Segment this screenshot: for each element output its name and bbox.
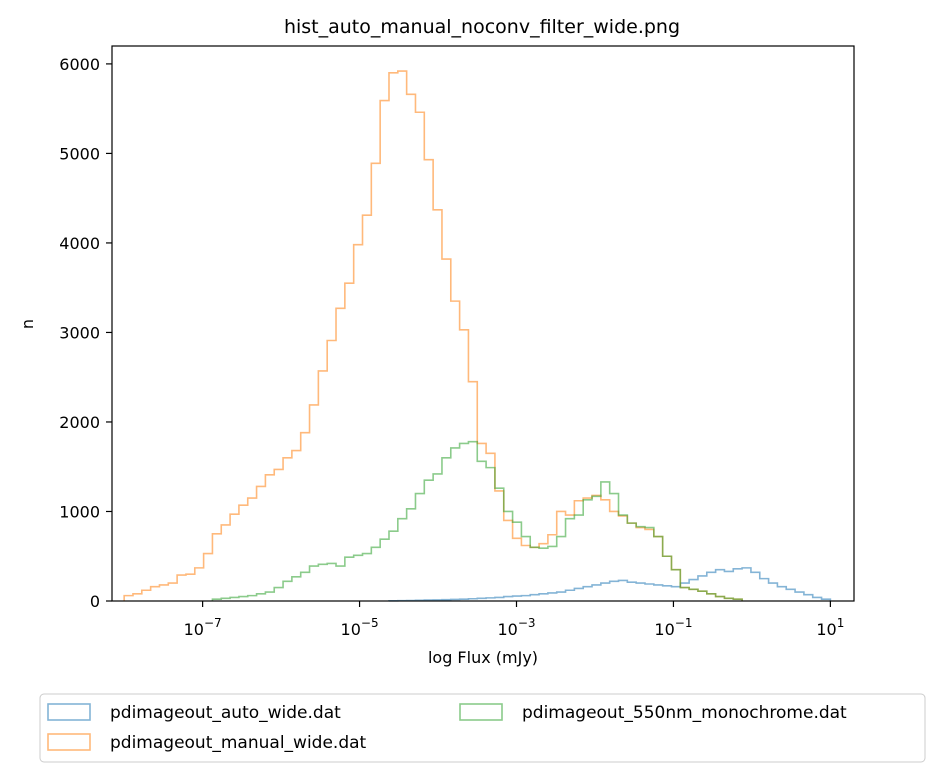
x-tick-label-1: 10−5 <box>341 616 379 639</box>
x-tick-label-0: 10−7 <box>184 616 222 639</box>
y-tick-label-5: 5000 <box>59 144 100 163</box>
x-axis-label: log Flux (mJy) <box>428 648 538 667</box>
chart-title: hist_auto_manual_noconv_filter_wide.png <box>284 16 680 38</box>
legend-swatch-1 <box>47 733 91 751</box>
legend-label-2: pdimageout_550nm_monochrome.dat <box>522 703 847 723</box>
y-tick-label-6: 6000 <box>59 55 100 74</box>
x-tick-label-4: 101 <box>816 616 844 639</box>
series-layer <box>123 70 832 602</box>
legend-label-1: pdimageout_manual_wide.dat <box>110 733 367 753</box>
x-axis-ticks: 10−7 10−5 10−3 10−1 101 <box>184 601 844 639</box>
y-tick-label-1: 1000 <box>59 502 100 521</box>
y-tick-label-3: 3000 <box>59 323 100 342</box>
legend-label-0: pdimageout_auto_wide.dat <box>110 703 341 723</box>
y-axis-label: n <box>18 319 37 329</box>
legend-swatch-2 <box>459 703 503 721</box>
x-tick-label-2: 10−3 <box>497 616 535 639</box>
legend: pdimageout_auto_wide.dat pdimageout_manua… <box>39 693 926 763</box>
series-1-step-line <box>123 70 743 601</box>
x-tick-label-3: 10−1 <box>654 616 692 639</box>
y-tick-label-0: 0 <box>90 592 100 611</box>
series-2-step-line <box>211 440 743 601</box>
legend-frame <box>39 693 926 763</box>
y-tick-label-4: 4000 <box>59 234 100 253</box>
legend-swatch-0 <box>47 703 91 721</box>
plot-frame <box>111 45 855 602</box>
series-0-step-line <box>388 567 832 602</box>
y-axis-ticks: 0 1000 2000 3000 4000 5000 6000 <box>59 55 112 611</box>
y-tick-label-2: 2000 <box>59 413 100 432</box>
